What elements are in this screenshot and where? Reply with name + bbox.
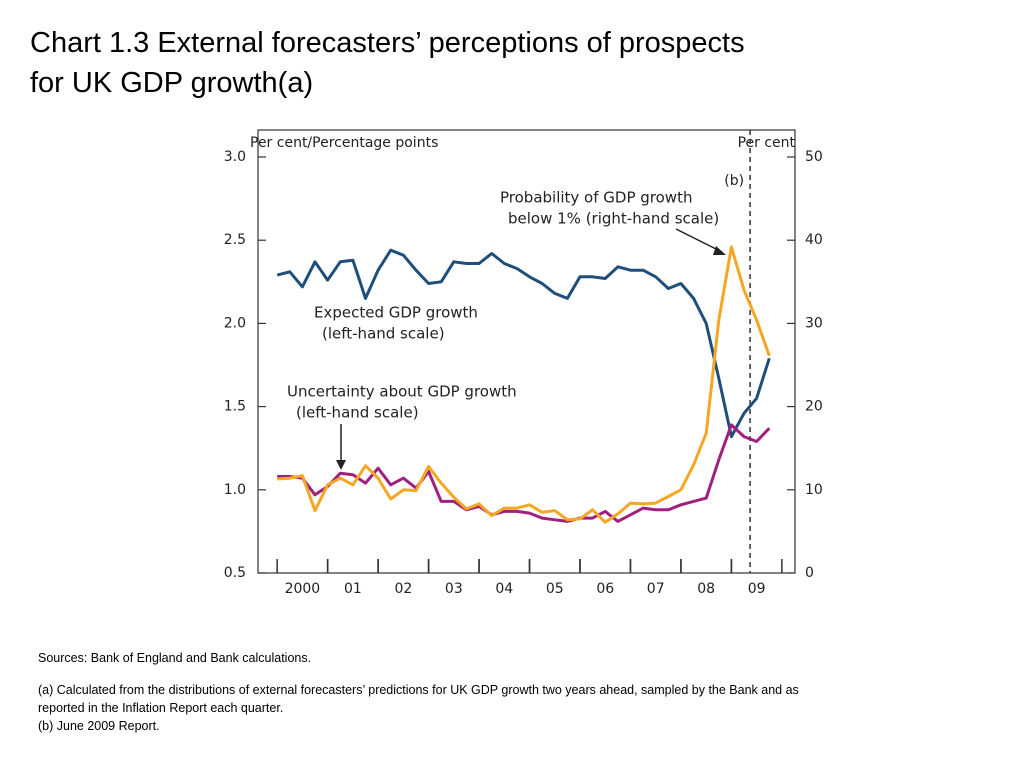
y2-tick-label: 10: [805, 482, 823, 498]
series-label: Expected GDP growth: [314, 304, 478, 322]
reference-label: (b): [724, 173, 744, 189]
y-tick-label: 1.0: [224, 482, 246, 498]
series-label: (left-hand scale): [322, 325, 445, 343]
x-tick-label: 09: [748, 581, 766, 597]
y-tick-label: 2.5: [224, 232, 246, 248]
y2-tick-label: 0: [805, 565, 814, 581]
y-axis-label: Per cent/Percentage points: [250, 135, 438, 151]
title: for UK GDP growth(a): [30, 67, 313, 99]
y-tick-label: 3.0: [224, 149, 246, 165]
arrow-head: [336, 460, 346, 470]
y-tick-label: 2.0: [224, 315, 246, 331]
y-tick-label: 0.5: [224, 565, 246, 581]
x-tick-label: 01: [344, 581, 362, 597]
x-tick-label: 05: [546, 581, 564, 597]
title: Chart 1.3 External forecasters’ percepti…: [30, 27, 745, 59]
x-tick-label: 02: [394, 581, 412, 597]
series-label: (left-hand scale): [296, 404, 419, 422]
arrow: [675, 228, 723, 253]
series-line: [277, 245, 771, 524]
series-label: Probability of GDP growth: [500, 189, 692, 207]
x-tick-label: 04: [495, 581, 513, 597]
x-tick-label: 2000: [285, 581, 321, 597]
series-label: Uncertainty about GDP growth: [287, 383, 517, 401]
y2-tick-label: 50: [805, 149, 823, 165]
y2-axis-label: Per cent: [738, 135, 796, 151]
y-tick-label: 1.5: [224, 399, 246, 415]
note: (a) Calculated from the distributions of…: [38, 683, 799, 697]
y2-tick-label: 20: [805, 399, 823, 415]
plot-frame: [257, 129, 796, 574]
note: reported in the Inflation Report each qu…: [38, 701, 283, 715]
y2-tick-label: 30: [805, 315, 823, 331]
arrow-head: [713, 246, 726, 255]
note: Sources: Bank of England and Bank calcul…: [38, 651, 311, 665]
series-label: below 1% (right-hand scale): [508, 210, 719, 228]
x-tick-label: 07: [647, 581, 665, 597]
x-tick-label: 03: [445, 581, 463, 597]
series-line: [277, 423, 771, 523]
x-tick-label: 08: [697, 581, 715, 597]
note: (b) June 2009 Report.: [38, 719, 160, 733]
x-tick-label: 06: [596, 581, 614, 597]
y2-tick-label: 40: [805, 232, 823, 248]
series-line: [276, 248, 771, 439]
